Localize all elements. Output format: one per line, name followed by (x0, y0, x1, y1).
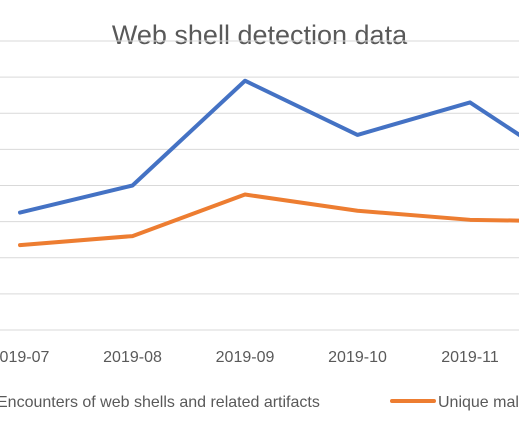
legend-label-1: Encounters of web shells and related art… (0, 394, 320, 411)
chart-title: Web shell detection data (111, 20, 408, 50)
series-line-1 (18, 78, 519, 215)
x-tick-label: 2019-09 (216, 349, 275, 366)
legend: Encounters of web shells and related art… (0, 394, 519, 411)
x-tick-label: 2019-07 (0, 349, 49, 366)
series-line-2 (18, 192, 519, 248)
x-tick-label: 2019-11 (441, 349, 499, 366)
gridlines (0, 40, 519, 331)
x-tick-label: 2019-10 (328, 349, 387, 366)
x-axis-tick-labels: 2019-072019-082019-092019-102019-112019-… (0, 349, 499, 366)
x-tick-label: 2019-08 (103, 349, 162, 366)
legend-label-2: Unique malicious files (438, 394, 519, 411)
series-lines (18, 78, 519, 248)
